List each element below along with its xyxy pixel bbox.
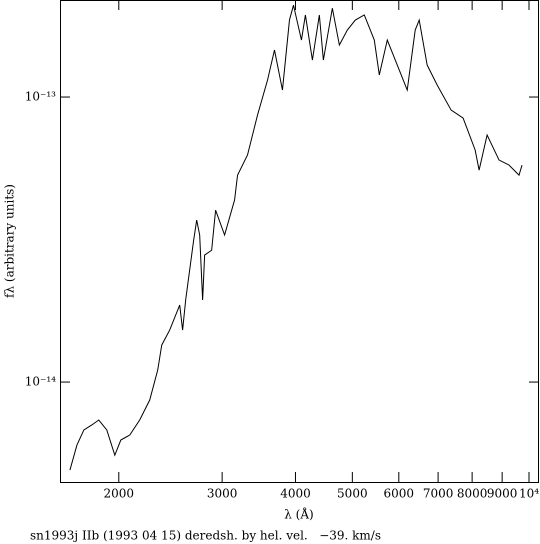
spectrum-line (69, 5, 523, 471)
x-tick-label: 3000 (207, 487, 238, 501)
y-axis-label: fλ (arbitrary units) (3, 184, 17, 298)
x-tick-label: 10⁴ (519, 487, 539, 501)
footer: sn1993j IIb (1993 04 15) deredsh. by hel… (30, 529, 381, 543)
x-axis-label: λ (Å) (284, 507, 313, 522)
x-tick-label: 7000 (423, 487, 454, 501)
x-tick-label: 6000 (384, 487, 415, 501)
y-tick-label: 10⁻¹³ (25, 90, 56, 104)
x-tick-label: 4000 (280, 487, 311, 501)
plot-frame (60, 0, 539, 483)
x-tick-label: 9000 (487, 487, 518, 501)
y-tick-label: 10⁻¹⁴ (25, 375, 56, 389)
x-tick-label: 8000 (457, 487, 488, 501)
x-tick-label: 5000 (337, 487, 368, 501)
x-tick-label: 2000 (104, 487, 135, 501)
